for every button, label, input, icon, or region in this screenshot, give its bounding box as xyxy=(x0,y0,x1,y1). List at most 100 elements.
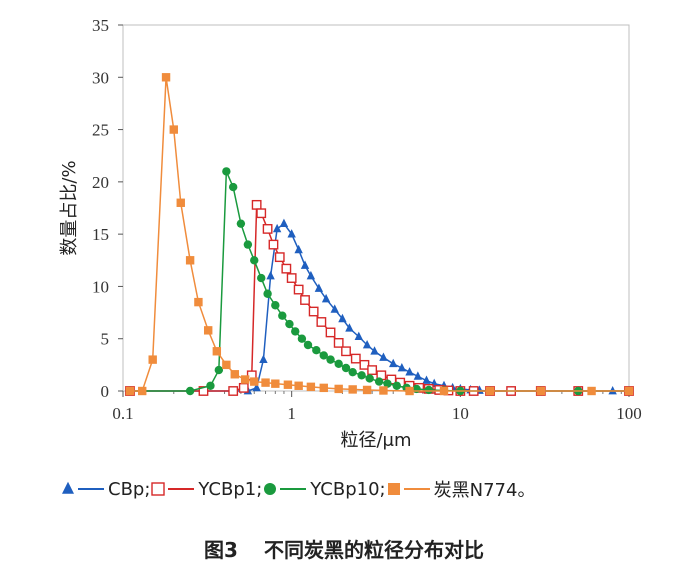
data-point xyxy=(278,311,287,320)
data-point xyxy=(271,301,280,310)
series-line xyxy=(129,171,629,392)
data-point xyxy=(334,359,343,369)
data-point xyxy=(362,339,372,349)
data-point xyxy=(330,304,339,313)
series-line xyxy=(129,202,629,392)
data-point xyxy=(169,125,178,134)
data-point xyxy=(243,240,253,249)
data-point xyxy=(222,360,231,370)
data-point xyxy=(536,386,546,396)
series-line xyxy=(129,77,629,392)
y-tick-label: 15 xyxy=(92,225,109,244)
data-point xyxy=(357,371,366,380)
data-point xyxy=(319,351,328,360)
data-point xyxy=(264,483,277,495)
data-point xyxy=(62,481,74,494)
data-point xyxy=(319,383,328,393)
data-point xyxy=(279,218,289,228)
data-point xyxy=(257,273,266,283)
data-point xyxy=(383,379,392,388)
legend-triangle-icon xyxy=(62,481,104,494)
y-tick-label: 5 xyxy=(101,330,110,349)
data-point xyxy=(306,382,316,392)
data-point xyxy=(212,347,222,356)
y-tick-label: 10 xyxy=(92,277,109,296)
legend: CBp; YCBp1; YCBp10; 炭黑N774。 xyxy=(60,474,535,504)
data-point xyxy=(405,386,414,396)
data-point xyxy=(125,386,135,396)
data-point xyxy=(333,337,344,348)
legend-item-n774: 炭黑N774。 xyxy=(386,476,535,502)
data-point xyxy=(367,365,378,375)
data-point xyxy=(271,379,280,388)
data-point xyxy=(348,385,357,394)
data-point xyxy=(176,198,185,207)
data-point xyxy=(608,385,617,395)
data-point xyxy=(354,331,363,340)
data-point xyxy=(204,326,213,335)
series-3 xyxy=(125,167,634,396)
data-point xyxy=(261,378,270,387)
y-tick-label: 25 xyxy=(92,121,109,140)
figure-caption: 图3 不同炭黑的粒径分布对比 xyxy=(0,534,688,563)
data-point xyxy=(316,317,327,327)
data-point xyxy=(138,386,147,396)
data-point xyxy=(222,167,231,176)
series-line xyxy=(129,222,629,392)
data-point xyxy=(259,354,268,363)
data-point xyxy=(285,319,294,329)
data-point xyxy=(161,73,171,82)
data-point xyxy=(294,381,303,390)
data-point xyxy=(281,263,292,274)
data-point xyxy=(194,297,203,307)
data-point xyxy=(185,386,195,396)
data-point xyxy=(251,199,262,210)
data-point xyxy=(238,382,249,393)
series-1 xyxy=(125,218,634,395)
data-point xyxy=(326,355,335,364)
data-point xyxy=(262,224,273,234)
data-point xyxy=(274,252,285,263)
data-point xyxy=(374,377,384,386)
y-axis-label: 数量占比/% xyxy=(59,160,80,255)
data-point xyxy=(350,353,361,364)
data-point xyxy=(256,208,267,219)
data-point xyxy=(345,323,354,332)
data-point xyxy=(397,362,407,372)
data-point xyxy=(283,380,293,389)
data-point xyxy=(334,384,343,394)
data-point xyxy=(321,293,331,303)
data-point xyxy=(387,483,400,495)
data-point xyxy=(362,385,372,395)
data-point xyxy=(306,270,316,280)
y-tick-label: 30 xyxy=(92,68,109,87)
x-tick-label: 10 xyxy=(452,404,469,423)
data-point xyxy=(587,386,596,396)
data-point xyxy=(379,386,388,395)
data-point xyxy=(297,334,307,343)
data-point xyxy=(287,229,296,238)
data-point xyxy=(214,365,224,375)
data-point xyxy=(252,382,261,392)
data-point xyxy=(293,284,304,295)
data-point xyxy=(405,367,414,376)
data-point xyxy=(272,223,282,233)
series-layer xyxy=(125,73,634,396)
legend-item-cbp: CBp; xyxy=(60,479,150,500)
data-point xyxy=(300,260,310,269)
x-axis-label: 粒径/μm xyxy=(340,430,411,451)
data-point xyxy=(348,367,357,377)
legend-label-ycbp10: YCBp10; xyxy=(310,478,386,500)
data-point xyxy=(338,313,347,323)
legend-item-ycbp10: YCBp10; xyxy=(262,478,386,500)
data-point xyxy=(312,346,321,355)
x-tick-label: 100 xyxy=(616,404,642,423)
legend-label-cbp: CBp; xyxy=(108,478,151,500)
data-point xyxy=(240,375,250,384)
data-point xyxy=(308,306,319,317)
data-point xyxy=(263,289,272,298)
data-point xyxy=(314,283,324,292)
data-point xyxy=(206,381,215,390)
data-point xyxy=(341,363,351,373)
data-point xyxy=(228,386,239,396)
